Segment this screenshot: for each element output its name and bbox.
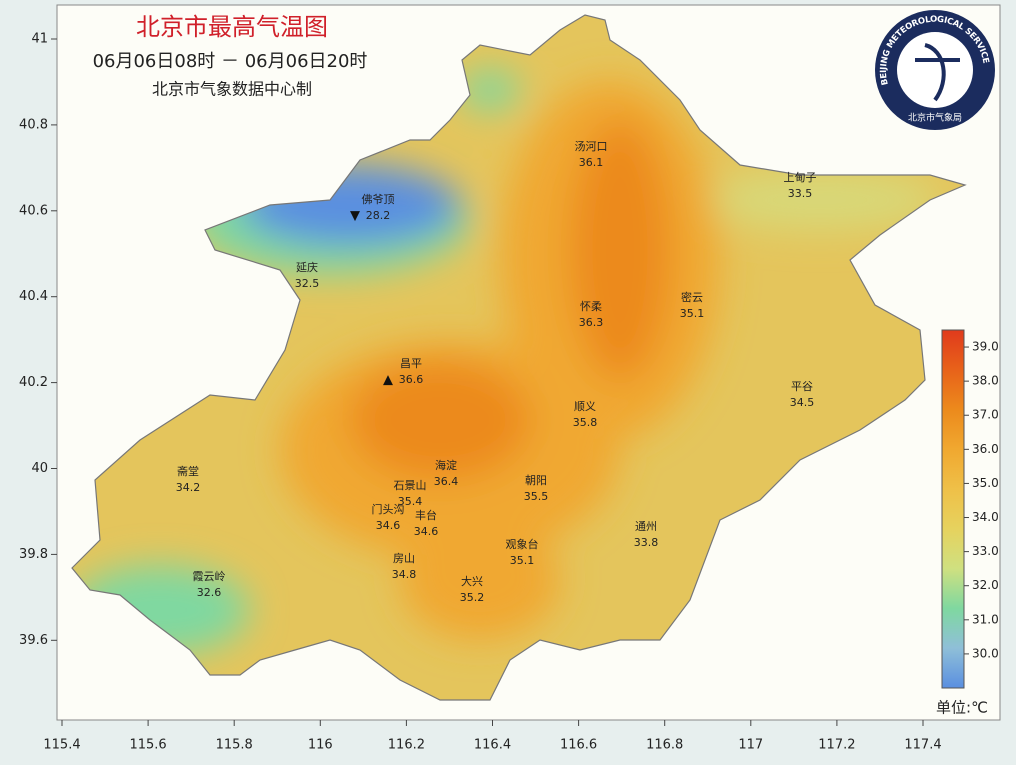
colorbar-tick-label: 32.0 xyxy=(972,578,999,592)
station-value: 35.4 xyxy=(398,495,423,508)
y-tick-label: 39.6 xyxy=(19,633,48,648)
station-name: 汤河口 xyxy=(575,139,608,153)
station-value: 28.2 xyxy=(366,209,391,222)
station-value: 32.5 xyxy=(295,277,320,290)
station-value: 34.8 xyxy=(392,568,417,581)
extreme-marker: ▲ xyxy=(383,373,393,388)
station-value: 36.1 xyxy=(579,156,604,169)
x-tick-label: 116.2 xyxy=(388,738,425,753)
colorbar-tick-label: 36.0 xyxy=(972,442,999,456)
x-tick-label: 117.4 xyxy=(904,738,941,753)
station-value: 35.2 xyxy=(460,591,485,604)
y-tick-label: 40.2 xyxy=(19,375,48,390)
x-tick-label: 115.8 xyxy=(216,738,253,753)
station-name: 朝阳 xyxy=(525,474,547,487)
station-name: 海淀 xyxy=(435,458,457,472)
colorbar-tick-label: 35.0 xyxy=(972,476,999,490)
time-period: 06月06日08时 － 06月06日20时 xyxy=(93,51,368,72)
colorbar-tick-label: 30.0 xyxy=(972,646,999,660)
station-value: 33.5 xyxy=(788,187,813,200)
station-name: 房山 xyxy=(393,552,415,565)
station-value: 35.1 xyxy=(510,554,535,567)
station-name: 怀柔 xyxy=(580,300,602,313)
station-value: 35.5 xyxy=(524,490,549,503)
logo-inner xyxy=(897,32,973,108)
station-value: 35.1 xyxy=(680,307,705,320)
station-value: 35.8 xyxy=(573,416,598,429)
station-value: 36.3 xyxy=(579,316,604,329)
station-name: 密云 xyxy=(681,290,703,304)
y-tick-label: 40.4 xyxy=(19,289,48,304)
station-value: 33.8 xyxy=(634,536,659,549)
colorbar xyxy=(941,329,965,689)
colorbar-tick-label: 34.0 xyxy=(972,510,999,524)
station-value: 34.6 xyxy=(376,519,401,532)
y-tick-label: 40.6 xyxy=(19,203,48,218)
station-name: 顺义 xyxy=(574,400,596,413)
colorbar-tick-label: 31.0 xyxy=(972,612,999,626)
x-tick-label: 115.6 xyxy=(129,738,166,753)
station-value: 34.6 xyxy=(414,525,439,538)
colorbar-tick-label: 39.0 xyxy=(972,340,999,354)
colorbar-tick-label: 37.0 xyxy=(972,408,999,422)
x-tick-label: 116 xyxy=(308,738,333,753)
station-name: 丰台 xyxy=(415,508,437,522)
x-tick-label: 117.2 xyxy=(818,738,855,753)
x-tick-label: 116.8 xyxy=(646,738,683,753)
station-name: 平谷 xyxy=(791,380,813,393)
station-name: 霞云岭 xyxy=(193,569,226,583)
y-tick-label: 40 xyxy=(31,461,48,476)
x-tick-label: 116.6 xyxy=(560,738,597,753)
station-value: 32.6 xyxy=(197,586,222,599)
x-tick-label: 115.4 xyxy=(43,738,80,753)
extreme-marker: ▼ xyxy=(350,209,360,224)
colorbar-tick-label: 33.0 xyxy=(972,544,999,558)
x-tick-label: 117 xyxy=(738,738,763,753)
y-tick-label: 41 xyxy=(31,32,48,47)
station-value: 36.4 xyxy=(434,475,459,488)
station-name: 上甸子 xyxy=(784,171,817,184)
map-title: 北京市最高气温图 xyxy=(136,13,328,41)
logo: BEIJING METEOROLOGICAL SERVICE 北京市气象局 xyxy=(875,10,995,130)
station-name: 观象台 xyxy=(506,537,539,551)
unit-label: 单位:℃ xyxy=(936,699,988,717)
station-value: 34.2 xyxy=(176,481,201,494)
station-value: 36.6 xyxy=(399,373,424,386)
station-name: 通州 xyxy=(635,520,657,533)
station-value: 34.5 xyxy=(790,396,815,409)
station-name: 斋堂 xyxy=(177,464,199,478)
station-name: 昌平 xyxy=(400,357,422,370)
station-name: 佛爷顶 xyxy=(362,192,395,206)
x-tick-label: 116.4 xyxy=(474,738,511,753)
station-name: 延庆 xyxy=(296,260,318,274)
y-tick-label: 40.8 xyxy=(19,117,48,132)
producer: 北京市气象数据中心制 xyxy=(152,80,312,99)
station-name: 石景山 xyxy=(394,479,427,492)
station-name: 门头沟 xyxy=(372,502,405,516)
logo-subtext: 北京市气象局 xyxy=(908,112,962,124)
y-tick-label: 39.8 xyxy=(19,547,48,562)
colorbar-tick-label: 38.0 xyxy=(972,374,999,388)
station-name: 大兴 xyxy=(461,574,483,588)
